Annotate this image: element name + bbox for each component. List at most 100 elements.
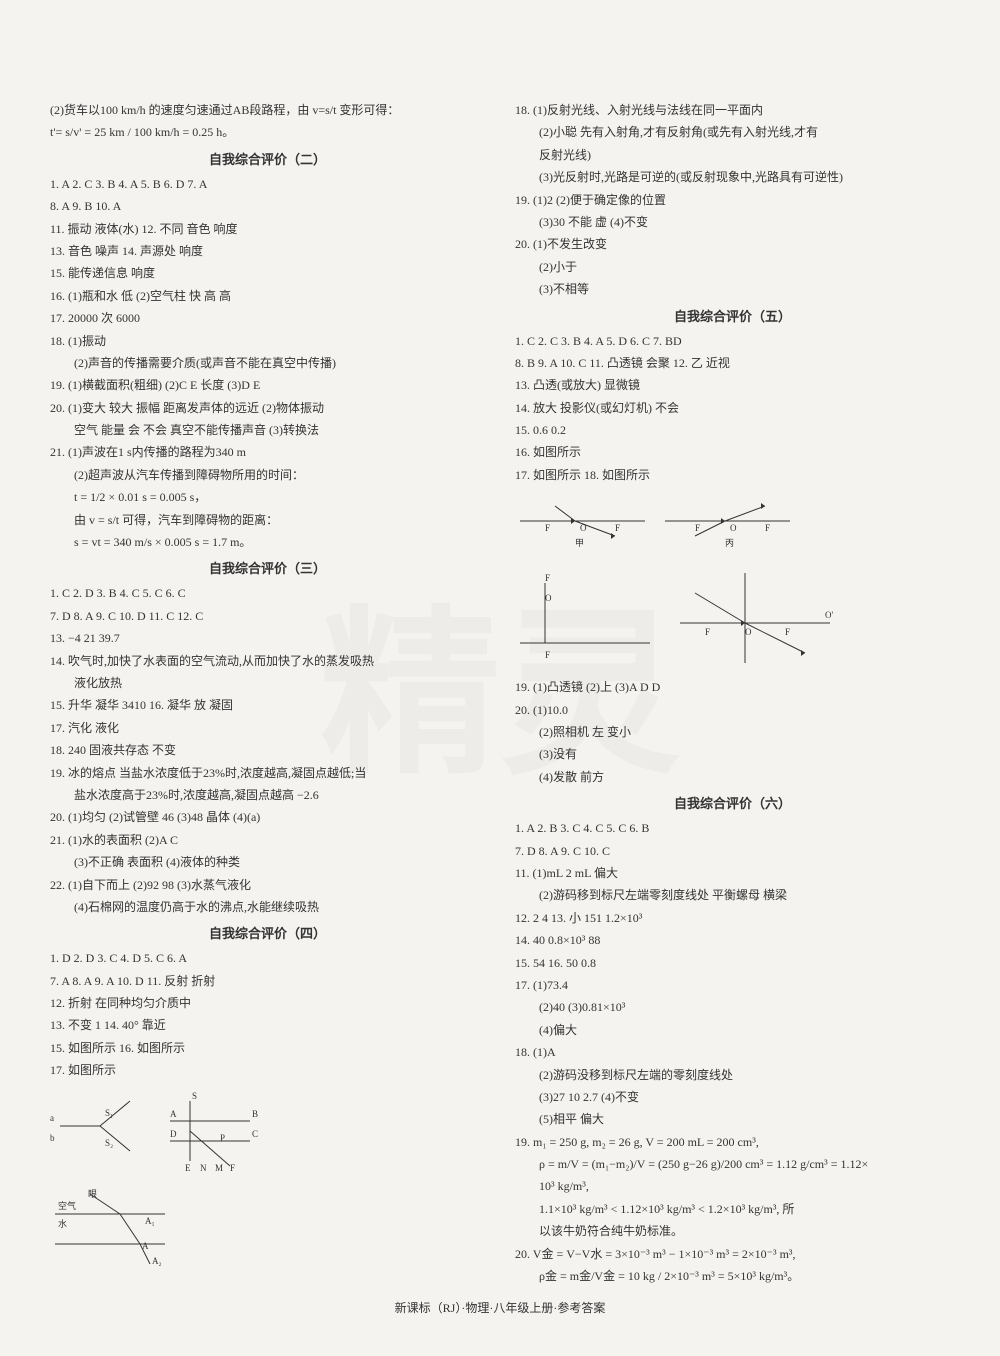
svg-text:C: C: [252, 1129, 258, 1139]
answer-line: ρ = m/V = (m₁−m₂)/V = (250 g−26 g)/200 c…: [515, 1154, 950, 1174]
answer-line: 19. 冰的熔点 当盐水浓度低于23%时,浓度越高,凝固点越低;当: [50, 763, 485, 783]
svg-text:F: F: [785, 627, 790, 637]
svg-text:A₂: A₂: [152, 1256, 162, 1266]
answer-line: 7. D 8. A 9. C 10. C: [515, 841, 950, 861]
answer-line: 20. (1)均匀 (2)试管壁 46 (3)48 晶体 (4)(a): [50, 807, 485, 827]
svg-text:空气: 空气: [58, 1200, 76, 1211]
diagram-15: abS₁S₂: [50, 1091, 140, 1161]
answer-line: (2)小聪 先有入射角,才有反射角(或先有入射光线,才有: [515, 122, 950, 142]
svg-text:N: N: [200, 1163, 207, 1173]
answer-line: (3)光反射时,光路是可逆的(或反射现象中,光路具有可逆性): [515, 167, 950, 187]
section-2-body: 1. A 2. C 3. B 4. A 5. B 6. D 7. A8. A 9…: [50, 174, 485, 553]
answer-line: 11. (1)mL 2 mL 偏大: [515, 863, 950, 883]
answer-line: 12. 折射 在同种均匀介质中: [50, 993, 485, 1013]
answer-line: s = vt = 340 m/s × 0.005 s = 1.7 m。: [50, 532, 485, 552]
svg-text:甲: 甲: [575, 538, 584, 548]
answer-line: 16. 如图所示: [515, 442, 950, 462]
answer-line: 18. (1)A: [515, 1042, 950, 1062]
svg-text:丙: 丙: [725, 538, 734, 548]
svg-text:b: b: [50, 1133, 55, 1143]
answer-line: 15. 54 16. 50 0.8: [515, 953, 950, 973]
left-column: (2)货车以100 km/h 的速度匀速通过AB段路程，由 v=s/t 变形可得…: [50, 100, 485, 1288]
svg-text:F: F: [765, 523, 770, 533]
svg-text:P: P: [220, 1133, 225, 1143]
answer-line: 19. (1)横截面积(粗细) (2)C E 长度 (3)D E: [50, 375, 485, 395]
answer-line: (3)没有: [515, 744, 950, 764]
answer-line: 13. 不变 1 14. 40° 靠近: [50, 1015, 485, 1035]
svg-text:A: A: [170, 1109, 177, 1119]
answer-line: 由 v = s/t 可得，汽车到障碍物的距离：: [50, 510, 485, 530]
svg-text:a: a: [50, 1113, 54, 1123]
section-3-title: 自我综合评价（三）: [50, 558, 485, 577]
section-6-body: 1. A 2. B 3. C 4. C 5. C 6. B 7. D 8. A 9…: [515, 818, 950, 1286]
svg-text:F: F: [705, 627, 710, 637]
svg-text:S: S: [192, 1091, 197, 1101]
answer-line: 7. D 8. A 9. C 10. D 11. C 12. C: [50, 606, 485, 626]
svg-text:F: F: [695, 523, 700, 533]
svg-text:O: O: [580, 523, 587, 533]
answer-line: 15. 能传递信息 响度: [50, 263, 485, 283]
answer-line: 11. 振动 液体(水) 12. 不同 音色 响度: [50, 219, 485, 239]
answer-line: 以该牛奶符合纯牛奶标准。: [515, 1221, 950, 1241]
answer-line: (3)27 10 2.7 (4)不变: [515, 1087, 950, 1107]
answer-line: (4)发散 前方: [515, 767, 950, 787]
diagram-18b: O' F O F: [675, 563, 835, 673]
svg-text:O: O: [745, 627, 752, 637]
answer-line: 盐水浓度高于23%时,浓度越高,凝固点越高 −2.6: [50, 785, 485, 805]
svg-text:S₁: S₁: [105, 1108, 113, 1118]
answer-line: 反射光线): [515, 145, 950, 165]
svg-text:F: F: [545, 650, 550, 660]
answer-line: (4)偏大: [515, 1020, 950, 1040]
svg-text:A₁: A₁: [145, 1216, 155, 1226]
svg-text:O': O': [825, 610, 833, 620]
section-5-body-a: 1. C 2. C 3. B 4. A 5. D 6. C 7. BD8. B …: [515, 331, 950, 486]
svg-text:水: 水: [58, 1218, 67, 1229]
intro-text: (2)货车以100 km/h 的速度匀速通过AB段路程，由 v=s/t 变形可得…: [50, 100, 485, 120]
answer-line: 1. C 2. D 3. B 4. C 5. C 6. C: [50, 583, 485, 603]
diagram-17b: FOF: [515, 563, 655, 673]
answer-line: 1. C 2. C 3. B 4. A 5. D 6. C 7. BD: [515, 331, 950, 351]
answer-line: 8. A 9. B 10. A: [50, 196, 485, 216]
diagram-17: 眼空气水A₁AA₂: [50, 1189, 170, 1269]
svg-text:A: A: [142, 1241, 149, 1251]
answer-line: (2)40 (3)0.81×10³: [515, 997, 950, 1017]
diagram-16: SABDCENMFP: [160, 1091, 270, 1181]
answer-line: 19. (1)凸透镜 (2)上 (3)A D D: [515, 677, 950, 697]
section-5-title: 自我综合评价（五）: [515, 306, 950, 325]
answer-line: 1. A 2. C 3. B 4. A 5. B 6. D 7. A: [50, 174, 485, 194]
answer-line: 14. 吹气时,加快了水表面的空气流动,从而加快了水的蒸发吸热: [50, 651, 485, 671]
answer-line: (4)石棉网的温度仍高于水的沸点,水能继续吸热: [50, 897, 485, 917]
answer-line: 17. (1)73.4: [515, 975, 950, 995]
answer-line: 20. (1)变大 较大 振幅 距离发声体的远近 (2)物体振动: [50, 398, 485, 418]
answer-line: 13. −4 21 39.7: [50, 628, 485, 648]
main-content: (2)货车以100 km/h 的速度匀速通过AB段路程，由 v=s/t 变形可得…: [50, 100, 950, 1288]
answer-line: 8. B 9. A 10. C 11. 凸透镜 会聚 12. 乙 近视: [515, 353, 950, 373]
answer-line: (2)声音的传播需要介质(或声音不能在真空中传播): [50, 353, 485, 373]
answer-line: 21. (1)声波在1 s内传播的路程为340 m: [50, 442, 485, 462]
answer-line: 18. (1)振动: [50, 331, 485, 351]
answer-line: 15. 0.6 0.2: [515, 420, 950, 440]
answer-line: (3)不正确 表面积 (4)液体的种类: [50, 852, 485, 872]
answer-line: 1.1×10³ kg/m³ < 1.12×10³ kg/m³ < 1.2×10³…: [515, 1199, 950, 1219]
svg-text:M: M: [215, 1163, 223, 1173]
answer-line: 20. (1)不发生改变: [515, 234, 950, 254]
section-4-body: 1. D 2. D 3. C 4. D 5. C 6. A7. A 8. A 9…: [50, 948, 485, 1080]
answer-line: 21. (1)水的表面积 (2)A C: [50, 830, 485, 850]
answer-line: 20. (1)10.0: [515, 700, 950, 720]
answer-line: (2)照相机 左 变小: [515, 722, 950, 742]
answer-line: (2)游码移到标尺左端零刻度线处 平衡螺母 横梁: [515, 885, 950, 905]
answer-line: 18. 240 固液共存态 不变: [50, 740, 485, 760]
svg-text:F: F: [615, 523, 620, 533]
section-2-title: 自我综合评价（二）: [50, 149, 485, 168]
answer-line: 1. A 2. B 3. C 4. C 5. C 6. B: [515, 818, 950, 838]
answer-line: 17. 20000 次 6000: [50, 308, 485, 328]
svg-text:B: B: [252, 1109, 258, 1119]
answer-line: (2)小于: [515, 257, 950, 277]
answer-line: 12. 2 4 13. 小 151 1.2×10³: [515, 908, 950, 928]
section-6-title: 自我综合评价（六）: [515, 793, 950, 812]
diagram-lens: OFF甲OFF丙: [515, 491, 795, 551]
svg-text:O: O: [545, 593, 552, 603]
answer-line: (2)超声波从汽车传播到障碍物所用的时间：: [50, 465, 485, 485]
answer-line: 空气 能量 会 不会 真空不能传播声音 (3)转换法: [50, 420, 485, 440]
svg-text:E: E: [185, 1163, 191, 1173]
